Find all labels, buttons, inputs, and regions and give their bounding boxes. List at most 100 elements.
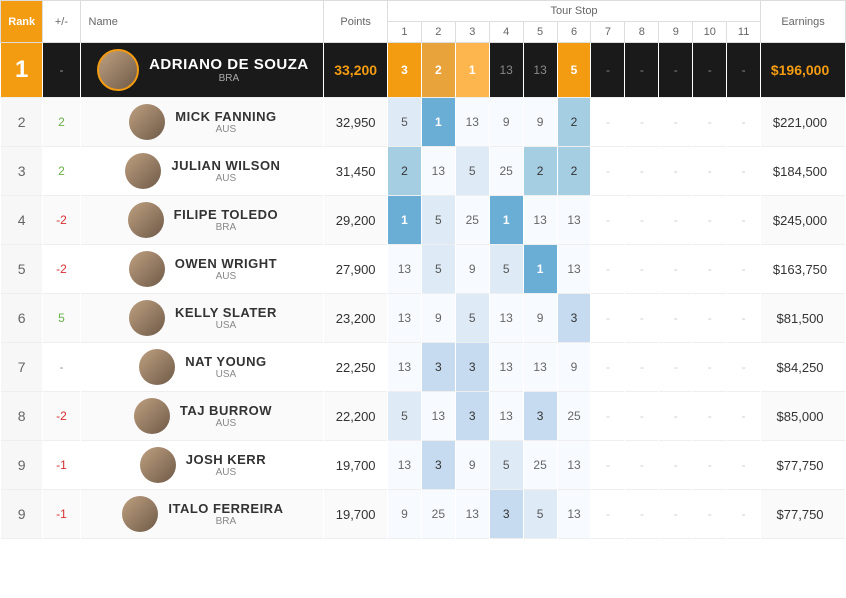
earnings-cell: $196,000 [761,43,846,98]
stop-cell-6: 13 [557,490,591,539]
header-stop-2: 2 [421,22,455,43]
rank-cell: 3 [1,147,43,196]
points-cell: 23,200 [324,294,388,343]
stop-cell-3: 3 [455,343,489,392]
surfer-name: ITALO FERREIRA [168,501,283,516]
stop-cell-6: 25 [557,392,591,441]
stop-cell-4: 5 [489,441,523,490]
avatar [129,300,165,336]
stop-cell-7: - [591,147,625,196]
name-cell: TAJ BURROWAUS [80,392,324,441]
stop-cell-10: - [693,196,727,245]
stop-cell-8: - [625,441,659,490]
stop-cell-1: 13 [387,441,421,490]
stop-cell-4: 5 [489,245,523,294]
stop-cell-2: 13 [421,392,455,441]
header-stop-5: 5 [523,22,557,43]
stop-cell-6: 9 [557,343,591,392]
stop-cell-2: 9 [421,294,455,343]
stop-cell-9: - [659,245,693,294]
table-body: 1-ADRIANO DE SOUZABRA33,20032113135-----… [1,43,846,539]
stop-cell-9: - [659,343,693,392]
header-rank: Rank [1,1,43,43]
stop-cell-5: 13 [523,43,557,98]
change-cell: 5 [43,294,80,343]
avatar [128,202,164,238]
earnings-cell: $245,000 [761,196,846,245]
points-cell: 29,200 [324,196,388,245]
stop-cell-9: - [659,294,693,343]
change-cell: - [43,43,80,98]
stop-cell-8: - [625,245,659,294]
stop-cell-7: - [591,43,625,98]
points-cell: 33,200 [324,43,388,98]
table-row[interactable]: 9-1ITALO FERREIRABRA19,700925133513-----… [1,490,846,539]
points-cell: 22,200 [324,392,388,441]
name-cell: JOSH KERRAUS [80,441,324,490]
header-row: Rank +/- Name Points Tour Stop Earnings [1,1,846,22]
header-stop-4: 4 [489,22,523,43]
stop-cell-10: - [693,392,727,441]
stop-cell-10: - [693,343,727,392]
stop-cell-9: - [659,43,693,98]
surfer-country: AUS [171,173,280,184]
rank-cell: 9 [1,490,43,539]
stop-cell-11: - [727,245,761,294]
table-row[interactable]: 5-2OWEN WRIGHTAUS27,90013595113-----$163… [1,245,846,294]
stop-cell-3: 5 [455,147,489,196]
table-row[interactable]: 65KELLY SLATERUSA23,20013951393-----$81,… [1,294,846,343]
avatar [129,104,165,140]
stop-cell-10: - [693,490,727,539]
stop-cell-3: 3 [455,392,489,441]
stop-cell-11: - [727,343,761,392]
table-row[interactable]: 1-ADRIANO DE SOUZABRA33,20032113135-----… [1,43,846,98]
table-row[interactable]: 4-2FILIPE TOLEDOBRA29,200152511313-----$… [1,196,846,245]
surfer-country: AUS [175,124,276,135]
stop-cell-8: - [625,490,659,539]
stop-cell-10: - [693,245,727,294]
surfer-name: OWEN WRIGHT [175,256,277,271]
stop-cell-6: 3 [557,294,591,343]
table-row[interactable]: 7-NAT YOUNGUSA22,250133313139-----$84,25… [1,343,846,392]
name-cell: ADRIANO DE SOUZABRA [80,43,324,98]
stop-cell-7: - [591,441,625,490]
surfer-name: TAJ BURROW [180,403,272,418]
header-stop-6: 6 [557,22,591,43]
table-row[interactable]: 32JULIAN WILSONAUS31,45021352522-----$18… [1,147,846,196]
stop-cell-3: 13 [455,490,489,539]
avatar [139,349,175,385]
stop-cell-7: - [591,343,625,392]
stop-cell-8: - [625,147,659,196]
table-row[interactable]: 22MICK FANNINGAUS32,9505113992-----$221,… [1,98,846,147]
earnings-cell: $184,500 [761,147,846,196]
surfer-country: BRA [149,73,309,84]
rank-cell: 5 [1,245,43,294]
rankings-table: Rank +/- Name Points Tour Stop Earnings … [0,0,846,539]
stop-cell-10: - [693,294,727,343]
change-cell: -2 [43,245,80,294]
stop-cell-11: - [727,441,761,490]
stop-cell-2: 13 [421,147,455,196]
stop-cell-9: - [659,441,693,490]
stop-cell-5: 5 [523,490,557,539]
earnings-cell: $84,250 [761,343,846,392]
stop-cell-1: 13 [387,294,421,343]
earnings-cell: $77,750 [761,490,846,539]
stop-cell-8: - [625,98,659,147]
stop-cell-11: - [727,147,761,196]
stop-cell-5: 13 [523,196,557,245]
surfer-name: MICK FANNING [175,109,276,124]
stop-cell-1: 5 [387,98,421,147]
header-earnings: Earnings [761,1,846,43]
stop-cell-7: - [591,98,625,147]
change-cell: -2 [43,392,80,441]
table-row[interactable]: 9-1JOSH KERRAUS19,700133952513-----$77,7… [1,441,846,490]
stop-cell-7: - [591,490,625,539]
stop-cell-3: 9 [455,245,489,294]
avatar [122,496,158,532]
stop-cell-5: 9 [523,98,557,147]
avatar [134,398,170,434]
table-row[interactable]: 8-2TAJ BURROWAUS22,200513313325-----$85,… [1,392,846,441]
stop-cell-11: - [727,43,761,98]
stop-cell-1: 9 [387,490,421,539]
